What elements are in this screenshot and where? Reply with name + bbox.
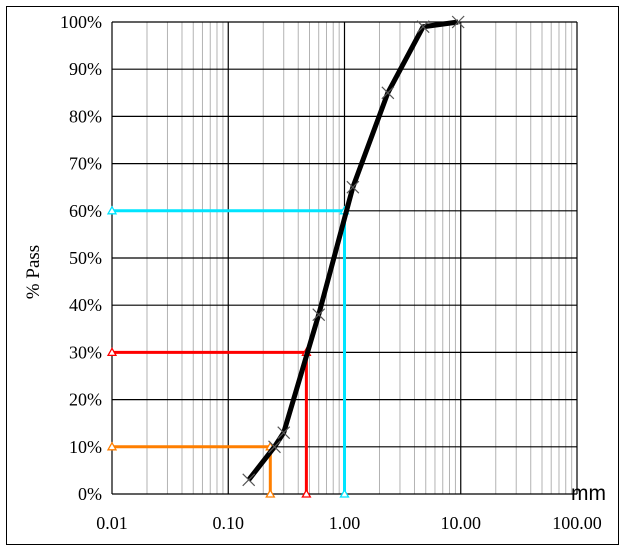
- y-tick-label: 70%: [69, 154, 102, 174]
- y-tick-label: 30%: [69, 342, 102, 362]
- data-point: [451, 15, 465, 29]
- x-tick-label: 0.10: [213, 513, 245, 533]
- data-point: [312, 308, 326, 322]
- y-tick-label: 20%: [69, 390, 102, 410]
- reference-marker: [339, 488, 350, 498]
- y-tick-label: 60%: [69, 201, 102, 221]
- reference-marker: [106, 205, 118, 215]
- series-layer: [242, 15, 465, 487]
- reference-marker: [265, 488, 276, 498]
- data-point: [277, 426, 291, 440]
- data-point: [346, 180, 360, 194]
- reference-marker: [301, 488, 312, 498]
- y-axis-label: % Pass: [23, 245, 44, 299]
- x-tick-label: 10.00: [441, 513, 482, 533]
- x-tick-label: 100.00: [552, 513, 602, 533]
- y-tick-label: 50%: [69, 248, 102, 268]
- reference-path: [112, 350, 308, 494]
- y-tick-label: 40%: [69, 295, 102, 315]
- data-point: [416, 20, 430, 34]
- y-tick-labels: 0% 10% 20% 30% 40% 50% 60% 70% 80% 90% 100%: [60, 12, 102, 504]
- reference-path: [112, 445, 272, 494]
- y-tick-label: 10%: [69, 437, 102, 457]
- series-line: [246, 19, 459, 482]
- reference-marker: [106, 347, 118, 357]
- x-tick-label: 0.01: [96, 513, 128, 533]
- x-tick-labels: 0.01 0.10 1.00 10.00 100.00: [96, 513, 602, 533]
- reference-line: [106, 441, 276, 498]
- data-point: [381, 86, 395, 100]
- data-point: [268, 440, 281, 454]
- x-tick-label: 1.00: [329, 513, 361, 533]
- reference-line: [106, 347, 312, 498]
- figure-border: [6, 6, 619, 545]
- y-tick-label: 90%: [69, 59, 102, 79]
- data-point: [242, 473, 256, 487]
- y-tick-label: 80%: [69, 106, 102, 126]
- y-tick-label: 100%: [60, 12, 102, 32]
- y-tick-label: 0%: [78, 484, 102, 504]
- reference-marker: [106, 441, 118, 451]
- x-axis-unit: mm: [571, 482, 606, 505]
